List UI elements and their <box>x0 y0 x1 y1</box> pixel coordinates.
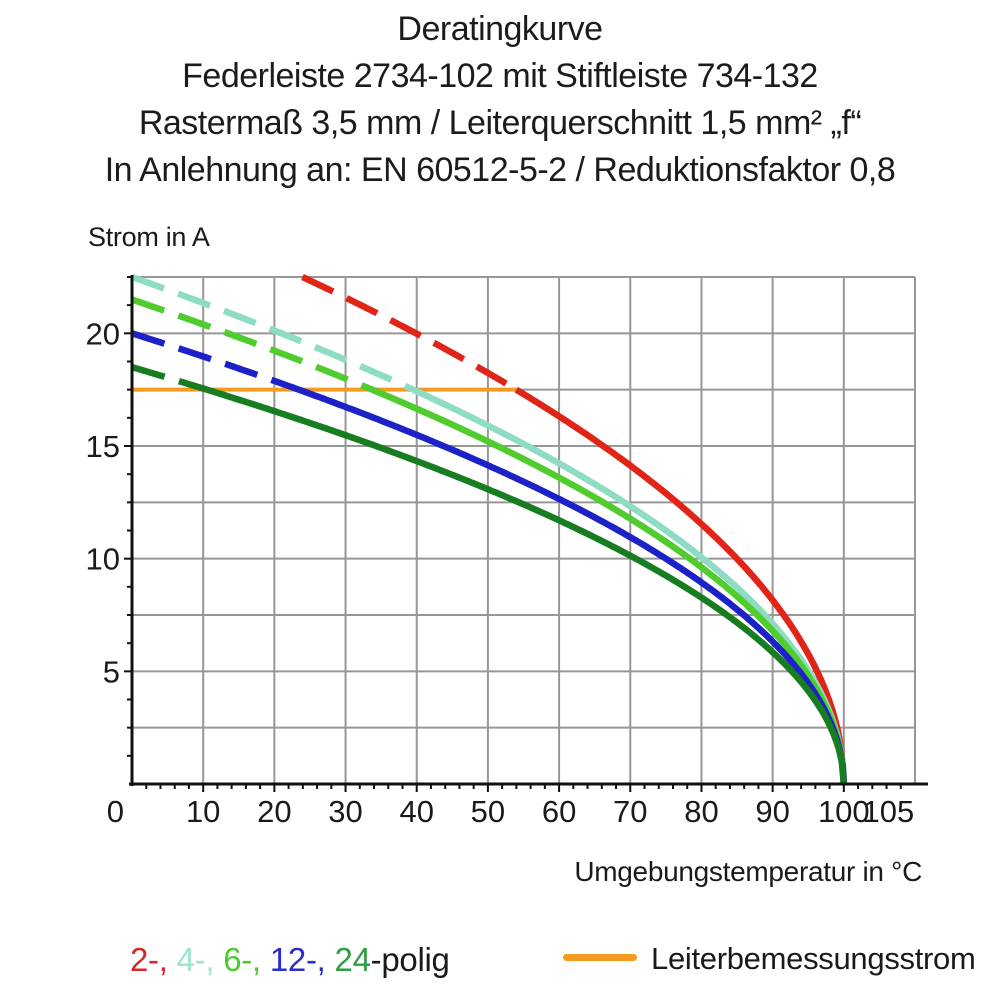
y-tick-label: 5 <box>103 654 120 689</box>
curve-24-polig-solid <box>206 386 848 785</box>
title-line-1: Deratingkurve <box>397 10 603 48</box>
x-tick-label: 105 <box>863 794 915 829</box>
x-tick-label: 30 <box>328 794 362 829</box>
x-tick-label: 50 <box>471 794 505 829</box>
x-tick-label: 100 <box>818 794 870 829</box>
x-tick-label: 10 <box>186 794 220 829</box>
x-tick-label: 20 <box>257 794 291 829</box>
legend-poles: 2-, 4-, 6-, 12-, 24-polig <box>130 941 450 979</box>
origin-tick-label: 0 <box>107 794 124 829</box>
curve-6-polig-dashed <box>130 296 375 393</box>
y-axis-title: Strom in A <box>88 222 210 252</box>
curve-12-polig-dashed <box>131 330 301 393</box>
legend-pole-12: 12-, <box>269 941 326 978</box>
legend-polig-suffix: -polig <box>370 941 450 978</box>
legend-pole-24: 24 <box>334 941 371 978</box>
rated-current-swatch <box>563 954 637 961</box>
curve-6-polig-solid <box>370 386 848 785</box>
y-tick-label: 15 <box>86 429 120 464</box>
legend-pole-4: 4-, <box>176 941 215 978</box>
legend-pole-tokens: 2-, 4-, 6-, 12-, 24 <box>130 941 371 978</box>
curve-24-polig-dashed <box>131 364 210 393</box>
x-tick-label: 80 <box>684 794 718 829</box>
legend-pole-6: 6-, <box>223 941 261 978</box>
curve-4-polig-solid <box>411 386 848 785</box>
title-line-3: Rastermaß 3,5 mm / Leiterquerschnitt 1,5… <box>138 104 862 142</box>
rated-current-label: Leiterbemessungsstrom <box>651 941 976 976</box>
curve-2-polig-dashed <box>301 274 520 393</box>
y-tick-label: 10 <box>86 542 120 577</box>
x-tick-label: 70 <box>613 794 647 829</box>
x-tick-label: 40 <box>399 794 433 829</box>
x-tick-label: 60 <box>542 794 576 829</box>
curve-4-polig-dashed <box>130 273 415 393</box>
curve-2-polig-solid <box>514 386 848 784</box>
title-line-4: In Anlehnung an: EN 60512-5-2 / Reduktio… <box>104 151 896 189</box>
chart-title-block: Deratingkurve Federleiste 2734-102 mit S… <box>0 6 1000 194</box>
y-tick-label: 20 <box>86 316 120 351</box>
x-axis-title: Umgebungstemperatur in °C <box>574 856 922 887</box>
title-line-2: Federleiste 2734-102 mit Stiftleiste 734… <box>182 57 818 95</box>
x-tick-label: 90 <box>755 794 789 829</box>
curve-12-polig-solid <box>297 386 848 785</box>
legend-pole-2: 2-, <box>130 941 168 978</box>
legend-rated-current: Leiterbemessungsstrom <box>563 941 976 977</box>
